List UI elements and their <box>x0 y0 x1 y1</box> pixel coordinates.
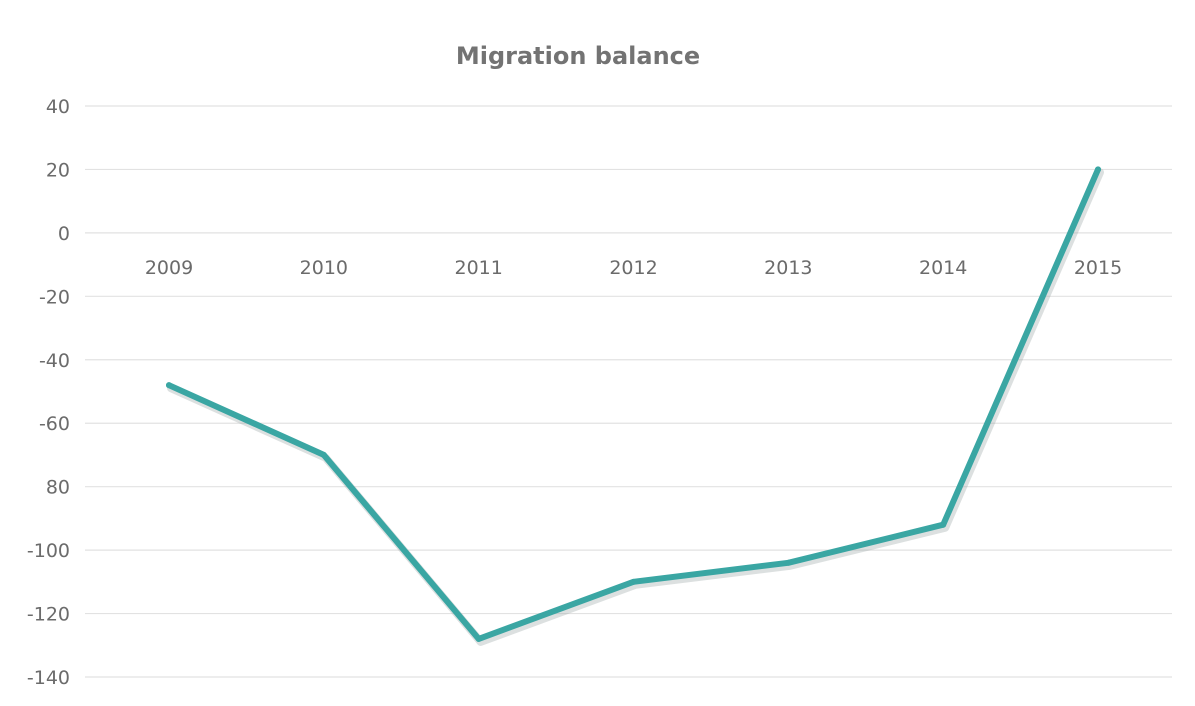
data-point <box>166 382 172 389</box>
data-point <box>475 635 482 642</box>
y-tick-label: 0 <box>58 223 70 245</box>
data-point <box>1095 166 1101 173</box>
data-point <box>320 451 327 458</box>
gridlines <box>85 105 1172 678</box>
x-tick-label: 2012 <box>609 257 657 279</box>
x-tick-label: 2013 <box>764 257 812 279</box>
y-tick-label: 20 <box>46 159 70 181</box>
chart-title: Migration balance <box>456 42 700 70</box>
x-tick-label: 2015 <box>1074 257 1122 279</box>
y-tick-label: -140 <box>27 667 70 689</box>
x-tick-label: 2010 <box>300 257 348 279</box>
x-tick-label: 2014 <box>919 257 967 279</box>
data-point <box>940 521 947 528</box>
y-tick-label: 40 <box>46 96 70 118</box>
y-tick-label: -120 <box>27 604 70 626</box>
y-tick-label: -60 <box>39 413 70 435</box>
y-tick-label: -100 <box>27 540 70 562</box>
y-tick-label: -40 <box>39 350 70 372</box>
x-tick-label: 2009 <box>145 257 193 279</box>
data-point <box>630 578 637 585</box>
x-axis-tick-labels: 2009 2010 2011 2012 2013 2014 2015 <box>145 257 1122 279</box>
data-point <box>785 559 792 566</box>
series-layer <box>166 166 1104 646</box>
y-tick-label: -20 <box>39 286 70 308</box>
y-tick-label: 80 <box>46 477 70 499</box>
x-tick-label: 2011 <box>454 257 502 279</box>
y-axis-tick-labels: 40 20 0 -20 -40 -60 80 -100 -120 -140 <box>27 96 70 689</box>
